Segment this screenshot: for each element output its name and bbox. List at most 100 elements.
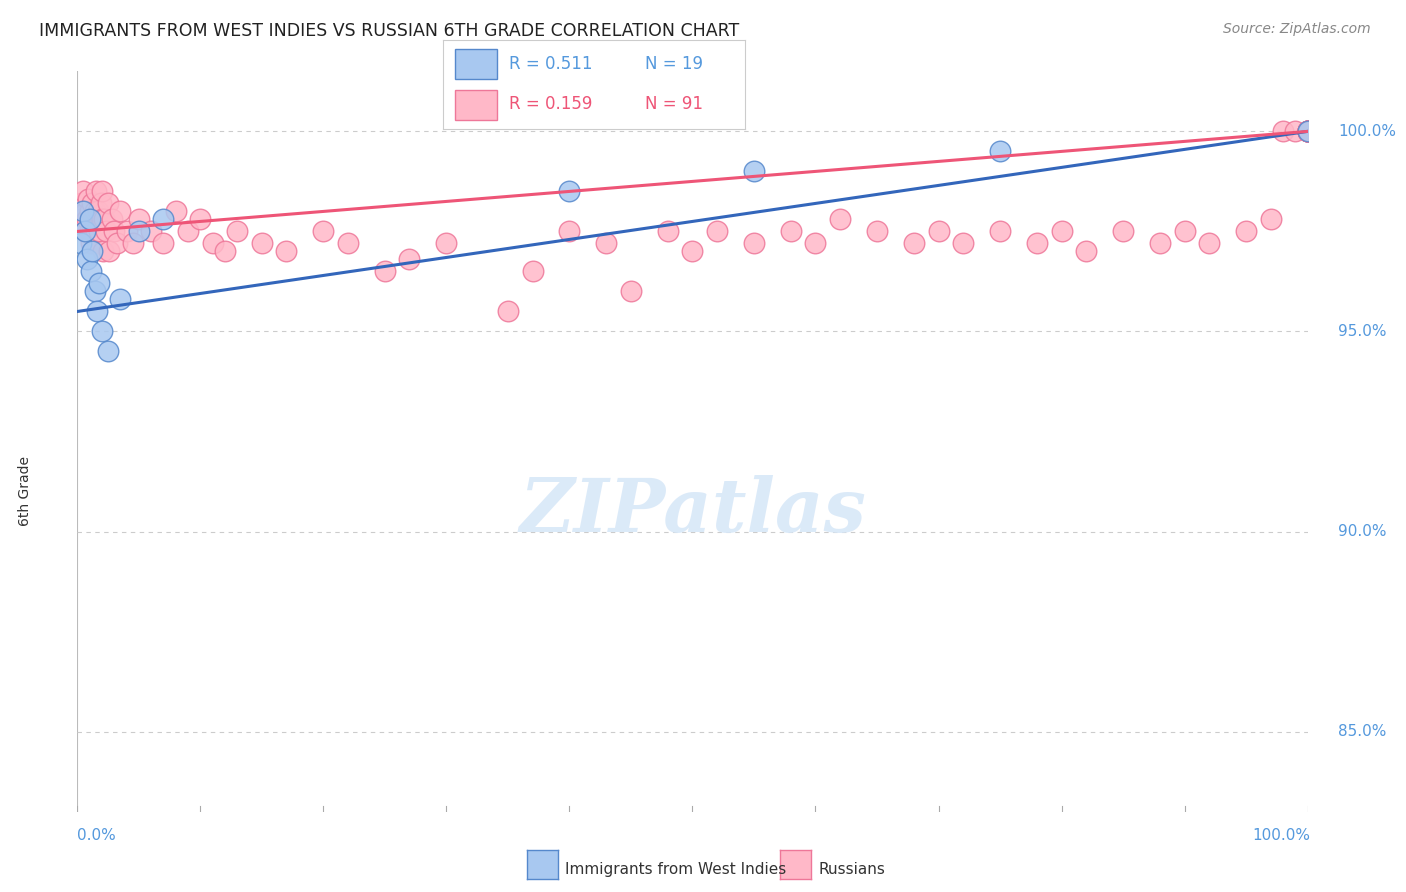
Point xyxy=(70,236,93,251)
Point xyxy=(337,236,360,251)
Point xyxy=(1296,124,1319,138)
Point xyxy=(73,224,96,238)
Point xyxy=(93,212,115,227)
Text: 100.0%: 100.0% xyxy=(1339,124,1396,139)
Text: 100.0%: 100.0% xyxy=(1253,829,1310,843)
Point xyxy=(1149,236,1171,251)
Point xyxy=(90,212,114,227)
Point xyxy=(177,224,200,238)
Point xyxy=(73,224,96,238)
Point xyxy=(105,236,128,251)
Point xyxy=(91,244,114,259)
Point xyxy=(312,224,335,238)
Point xyxy=(70,196,93,211)
Point xyxy=(1296,124,1319,138)
Point xyxy=(928,224,950,238)
Point xyxy=(1296,124,1319,138)
Text: 95.0%: 95.0% xyxy=(1339,324,1386,339)
Point xyxy=(1296,124,1319,138)
Point xyxy=(103,224,125,238)
Point xyxy=(72,185,94,199)
Point xyxy=(903,236,925,251)
Point xyxy=(128,224,150,238)
Point xyxy=(226,224,249,238)
Point xyxy=(830,212,852,227)
Point xyxy=(706,224,728,238)
Point xyxy=(1026,236,1049,251)
Text: ZIPatlas: ZIPatlas xyxy=(519,475,866,548)
Point xyxy=(80,264,103,278)
Text: 85.0%: 85.0% xyxy=(1339,724,1386,739)
Point xyxy=(657,224,679,238)
Point xyxy=(152,236,174,251)
Point xyxy=(101,212,124,227)
Point xyxy=(86,236,108,251)
Text: 0.0%: 0.0% xyxy=(77,829,117,843)
Point xyxy=(1296,124,1319,138)
Point xyxy=(1296,124,1319,138)
Text: Source: ZipAtlas.com: Source: ZipAtlas.com xyxy=(1223,22,1371,37)
Point xyxy=(79,224,101,238)
Point xyxy=(110,204,132,219)
Point xyxy=(682,244,704,259)
Point xyxy=(1174,224,1197,238)
Point xyxy=(76,212,98,227)
Text: IMMIGRANTS FROM WEST INDIES VS RUSSIAN 6TH GRADE CORRELATION CHART: IMMIGRANTS FROM WEST INDIES VS RUSSIAN 6… xyxy=(39,22,740,40)
Point xyxy=(83,204,105,219)
Point xyxy=(1296,124,1319,138)
Point xyxy=(988,145,1011,159)
Point xyxy=(1296,124,1319,138)
Point xyxy=(115,224,138,238)
Point xyxy=(522,264,544,278)
Point xyxy=(1234,224,1257,238)
Point xyxy=(97,344,120,359)
Point xyxy=(72,204,94,219)
Point xyxy=(89,277,111,291)
Point xyxy=(1272,124,1295,138)
Text: N = 91: N = 91 xyxy=(645,95,703,113)
Text: Immigrants from West Indies: Immigrants from West Indies xyxy=(565,863,786,877)
Point xyxy=(276,244,298,259)
Point xyxy=(90,185,114,199)
Point xyxy=(620,285,643,299)
Point xyxy=(1260,212,1282,227)
Point xyxy=(496,304,519,318)
Point xyxy=(84,185,107,199)
Point xyxy=(1296,124,1319,138)
Point xyxy=(128,212,150,227)
Text: R = 0.159: R = 0.159 xyxy=(509,95,593,113)
Point xyxy=(82,244,104,259)
Point xyxy=(86,304,108,318)
Point xyxy=(75,204,97,219)
Point xyxy=(82,212,104,227)
Point xyxy=(79,212,101,227)
Point xyxy=(70,212,93,227)
Point xyxy=(82,224,104,238)
Point xyxy=(558,224,581,238)
Point xyxy=(141,224,163,238)
Point xyxy=(87,204,110,219)
Point xyxy=(90,325,114,339)
Point xyxy=(84,224,107,238)
Point xyxy=(1198,236,1220,251)
Point xyxy=(83,285,105,299)
Point xyxy=(82,196,104,211)
Point xyxy=(1076,244,1098,259)
Point xyxy=(952,236,974,251)
Point xyxy=(1284,124,1306,138)
Point xyxy=(90,196,112,211)
Point xyxy=(1296,124,1319,138)
Point xyxy=(97,196,120,211)
Point xyxy=(866,224,889,238)
Text: R = 0.511: R = 0.511 xyxy=(509,55,593,73)
Point xyxy=(1112,224,1135,238)
Point xyxy=(188,212,212,227)
Point xyxy=(110,293,132,307)
Text: 90.0%: 90.0% xyxy=(1339,524,1386,539)
Point xyxy=(398,252,420,267)
Point xyxy=(152,212,174,227)
Point xyxy=(250,236,273,251)
Point xyxy=(1296,124,1319,138)
Text: Russians: Russians xyxy=(818,863,886,877)
Point xyxy=(80,236,103,251)
